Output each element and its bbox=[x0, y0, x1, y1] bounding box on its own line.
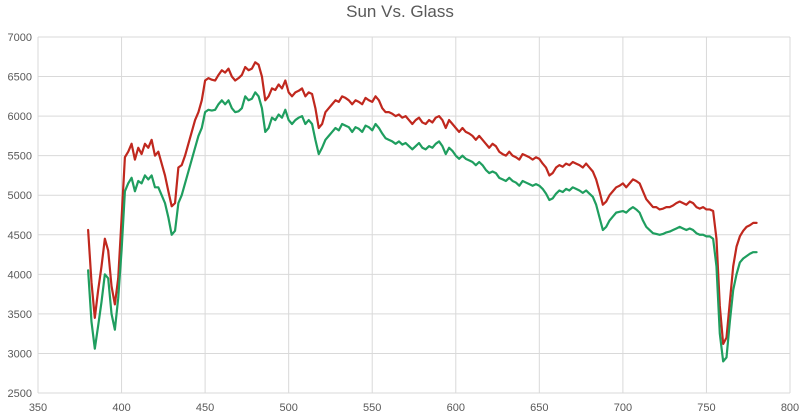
y-tick-label: 4000 bbox=[8, 269, 32, 281]
x-tick-label: 500 bbox=[279, 402, 297, 414]
x-tick-label: 750 bbox=[697, 402, 715, 414]
y-tick-label: 7000 bbox=[8, 32, 32, 44]
y-tick-label: 5000 bbox=[8, 190, 32, 202]
y-tick-label: 3500 bbox=[8, 309, 32, 321]
x-tick-label: 800 bbox=[781, 402, 799, 414]
y-tick-label: 2500 bbox=[8, 388, 32, 400]
x-tick-label: 700 bbox=[614, 402, 632, 414]
grid-layer bbox=[37, 36, 791, 394]
series-line-2 bbox=[87, 91, 758, 363]
y-tick-label: 5500 bbox=[8, 151, 32, 163]
y-tick-label: 4500 bbox=[8, 230, 32, 242]
chart-title: Sun Vs. Glass bbox=[346, 2, 454, 21]
x-tick-label: 550 bbox=[363, 402, 381, 414]
series-line-1 bbox=[87, 61, 758, 346]
x-tick-labels: 350 400 450 500 550 600 650 700 750 800 bbox=[29, 402, 799, 414]
series-layer bbox=[87, 61, 758, 363]
x-tick-label: 650 bbox=[530, 402, 548, 414]
x-tick-label: 600 bbox=[447, 402, 465, 414]
y-tick-label: 6500 bbox=[8, 72, 32, 84]
x-tick-label: 450 bbox=[196, 402, 214, 414]
y-tick-labels: 2500 3000 3500 4000 4500 5000 5500 6000 6500 7000 bbox=[8, 32, 32, 400]
x-tick-label: 350 bbox=[29, 402, 47, 414]
x-tick-label: 400 bbox=[112, 402, 130, 414]
y-tick-label: 6000 bbox=[8, 111, 32, 123]
y-tick-label: 3000 bbox=[8, 348, 32, 360]
